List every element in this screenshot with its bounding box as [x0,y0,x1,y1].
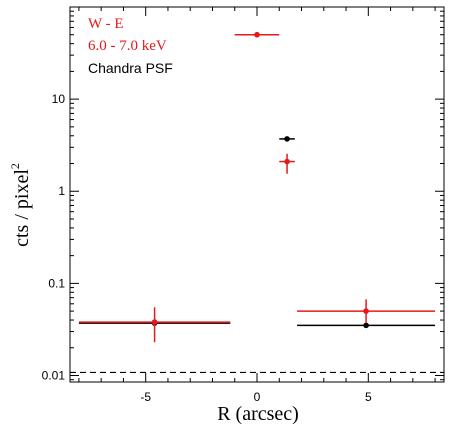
data-point [363,308,369,314]
series-w-e [78,31,436,343]
x-axis-label: R (arcsec) [217,403,299,425]
legend-line-3: Chandra PSF [88,60,173,76]
axis-ticks: -5 0 5 0.01 0.1 1 10 [42,7,444,404]
data-point [363,322,369,329]
y-tick-label: 0.1 [48,276,65,290]
data-point [284,158,290,165]
y-axis-label-main: cts / pixel [11,169,33,247]
data-point [254,31,260,38]
legend-line-1: W - E [88,16,124,32]
data-point [151,319,158,325]
y-tick-label: 0.01 [42,368,66,382]
y-axis-label: cts / pixel2 [8,163,33,247]
data-series [78,31,436,343]
data-point [284,136,290,142]
legend: W - E 6.0 - 7.0 keV Chandra PSF [88,16,173,76]
y-tick-label: 1 [58,184,65,198]
x-tick-label: 5 [365,390,372,404]
x-tick-label: -5 [140,390,151,404]
legend-line-2: 6.0 - 7.0 keV [88,38,167,54]
y-axis-label-superscript: 2 [8,163,22,169]
series-chandra-psf [78,136,436,329]
y-tick-label: 10 [52,92,66,106]
x-tick-label: 0 [254,390,261,404]
